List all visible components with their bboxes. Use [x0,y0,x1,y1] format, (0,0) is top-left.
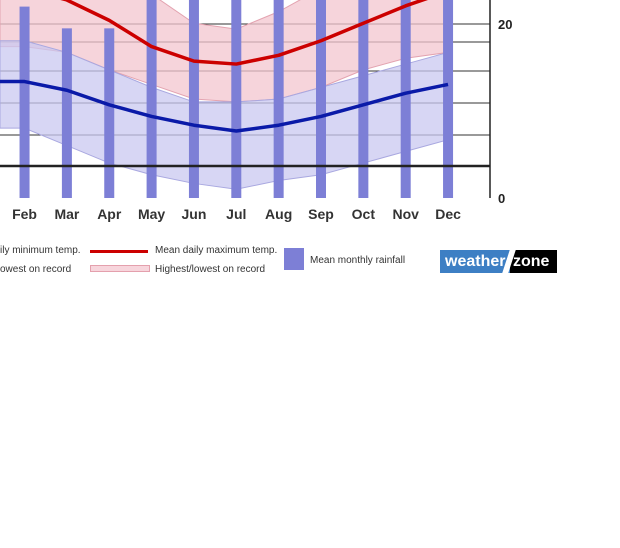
rainfall-bar [231,0,242,199]
logo-text-weather: weather [440,250,510,273]
rainfall-bar [273,0,284,199]
month-label: Nov [392,206,419,222]
legend-rainfall-label: Mean monthly rainfall [310,255,406,266]
rainfall-bar [19,6,30,198]
legend-max-temp-label: Mean daily maximum temp. [155,245,278,256]
month-label: Oct [352,206,376,222]
weatherzone-logo: weather zone [440,250,557,273]
month-label: Dec [435,206,461,222]
legend-record-high-swatch [90,265,150,272]
chart-legend: ily minimum temp. Mean daily maximum tem… [0,240,620,280]
rainfall-bar [146,0,157,198]
climate-chart: 20 0 Feb Mar Apr May Jun Jul Aug Sep Oct Nov Dec [0,0,512,222]
rainfall-bar [104,28,115,198]
month-label: Sep [308,206,334,222]
month-label: Feb [12,206,37,222]
month-label: May [138,206,165,222]
rainfall-bar [443,0,454,198]
legend-rainfall-swatch [284,248,304,270]
legend-record-high-label: Highest/lowest on record [155,264,266,275]
min-temp-line [0,79,449,133]
month-label: Aug [265,206,292,222]
y-tick-label: 0 [498,191,505,206]
max-temp-line [60,0,429,66]
rainfall-bar [61,28,72,198]
month-label: Apr [97,206,122,222]
rainfall-bar [316,0,326,198]
month-label: Jun [182,206,207,222]
rainfall-bar [188,0,199,198]
legend-max-temp-swatch [90,250,148,253]
rainfall-bar [400,0,411,198]
month-label: Jul [226,206,246,222]
rainfall-bar [358,0,369,198]
logo-text-zone: zone [513,253,550,270]
legend-min-temp-label: ily minimum temp. [0,245,81,256]
legend-record-low-label: owest on record [0,264,72,275]
y-tick-label: 20 [498,17,512,32]
month-label: Mar [54,206,79,222]
